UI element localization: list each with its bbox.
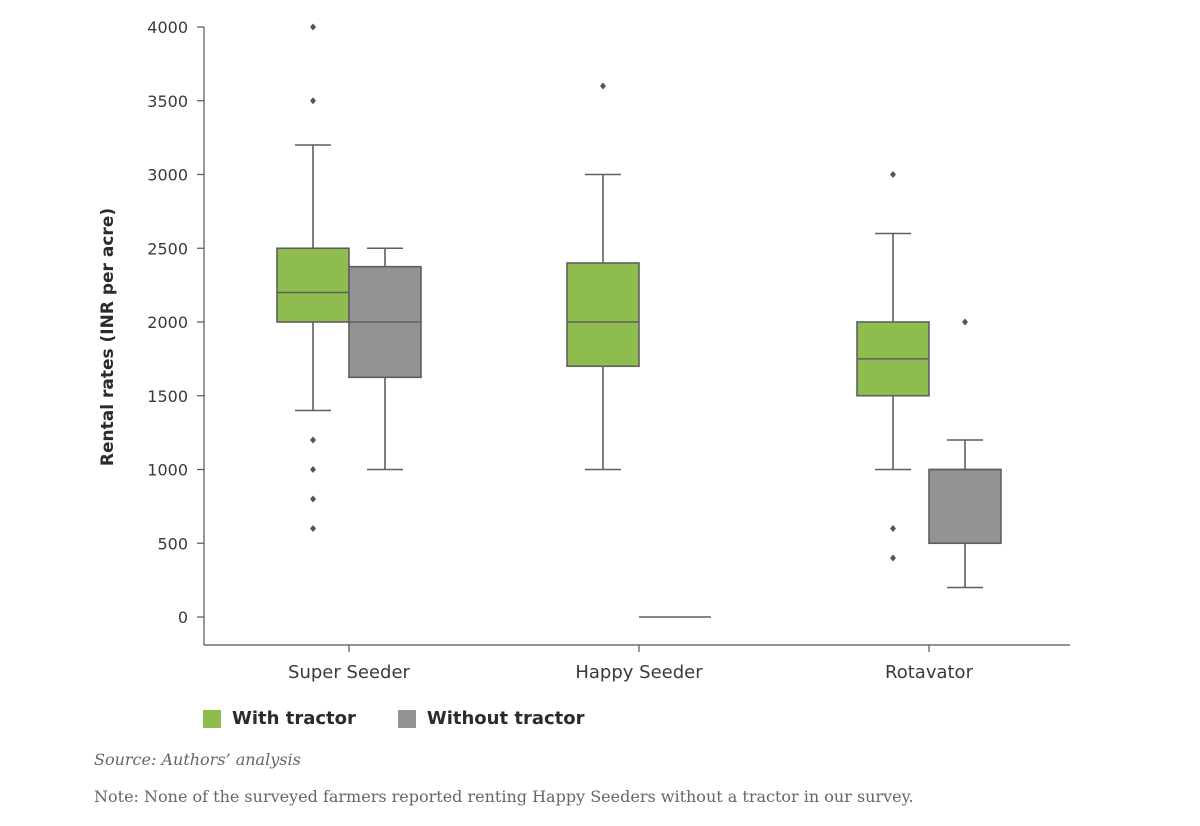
y-tick-label: 4000 xyxy=(147,18,188,37)
box-iqr xyxy=(928,468,1002,545)
legend-label-with-tractor: With tractor xyxy=(232,708,356,729)
box-plot-chart: 0 500 1000 1500 2000 2500 3000 3500 4000 Super Se… xyxy=(98,18,1070,683)
x-tick-label: Happy Seeder xyxy=(575,662,703,683)
outlier-point xyxy=(890,525,896,532)
legend-item-with-tractor: With tractor xyxy=(203,708,356,729)
outlier-point xyxy=(310,525,316,532)
note-text: Note: None of the surveyed farmers repor… xyxy=(94,787,914,806)
box-without-tractor-super-seeder xyxy=(348,247,422,471)
y-tick-label: 1000 xyxy=(147,461,188,480)
outlier-point xyxy=(310,436,316,444)
y-tick-label: 2500 xyxy=(147,239,188,258)
x-tick-label: Rotavator xyxy=(885,662,974,683)
box-with-tractor-happy-seeder xyxy=(566,82,640,471)
box-iqr xyxy=(276,247,350,323)
legend-swatch-without-tractor xyxy=(397,709,416,728)
outlier-point xyxy=(600,82,606,90)
y-tick-label: 2000 xyxy=(147,313,188,332)
y-axis-label: Rental rates (INR per acre) xyxy=(98,208,118,466)
box-with-tractor-super-seeder xyxy=(276,23,350,532)
y-tick-label: 1500 xyxy=(147,387,188,406)
outlier-point xyxy=(310,466,316,473)
outlier-point xyxy=(310,495,316,503)
legend-item-without-tractor: Without tractor xyxy=(397,708,585,729)
outlier-point xyxy=(890,171,896,178)
legend-swatch-with-tractor xyxy=(203,709,221,728)
outlier-point xyxy=(310,23,316,31)
axes: 0 500 1000 1500 2000 2500 3000 3500 4000 Super Se… xyxy=(147,18,1070,683)
outlier-point xyxy=(890,554,896,562)
y-tick-label: 3000 xyxy=(147,166,188,185)
legend: With tractor Without tractor xyxy=(203,708,627,729)
box-iqr xyxy=(566,262,640,368)
y-tick-label: 0 xyxy=(178,608,188,627)
source-text: Source: Authors’ analysis xyxy=(94,750,301,769)
y-tick-label: 500 xyxy=(157,534,188,553)
boxes xyxy=(276,23,1002,618)
y-tick-label: 3500 xyxy=(147,92,188,111)
x-tick-label: Super Seeder xyxy=(288,662,411,683)
box-with-tractor-rotavator xyxy=(856,171,930,562)
legend-label-without-tractor: Without tractor xyxy=(426,708,585,729)
box-without-tractor-rotavator xyxy=(928,318,1002,589)
outlier-point xyxy=(962,318,968,326)
outlier-point xyxy=(310,97,316,105)
